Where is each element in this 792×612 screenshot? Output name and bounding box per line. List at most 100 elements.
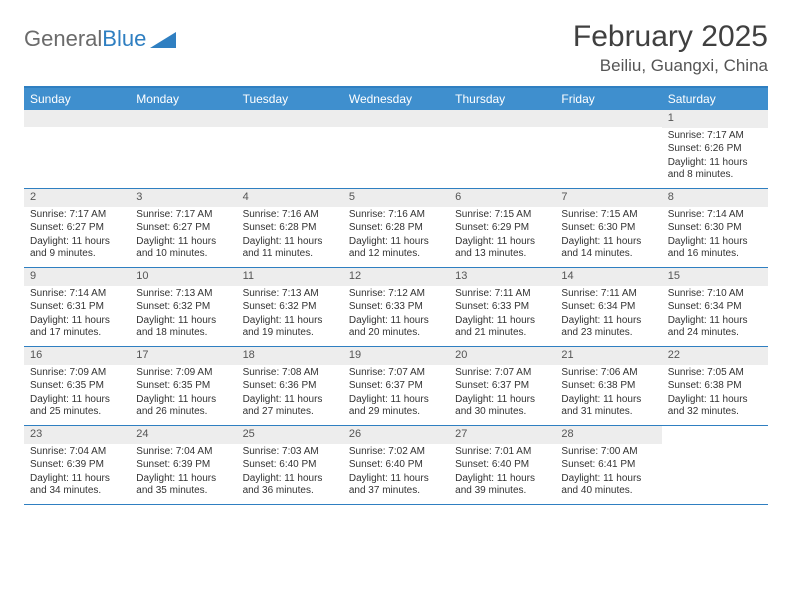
day-detail: Sunrise: 7:11 AMSunset: 6:33 PMDaylight:… (449, 288, 555, 345)
day-cell: 6 Sunrise: 7:15 AMSunset: 6:29 PMDaylight… (449, 189, 555, 267)
week-row: 9Sunrise: 7:14 AMSunset: 6:31 PMDaylight… (24, 268, 768, 347)
sunset-line: Sunset: 6:35 PM (30, 380, 124, 393)
daylight-line: Daylight: 11 hours and 19 minutes. (243, 315, 337, 340)
day-cell: 8Sunrise: 7:14 AMSunset: 6:30 PMDaylight… (662, 189, 768, 267)
day-number: 2 (24, 189, 130, 207)
day-detail: Sunrise: 7:13 AMSunset: 6:32 PMDaylight:… (130, 288, 236, 345)
daylight-line: Daylight: 11 hours and 26 minutes. (136, 394, 230, 419)
sunrise-line: Sunrise: 7:03 AM (243, 446, 337, 459)
day-cell: 16Sunrise: 7:09 AMSunset: 6:35 PMDayligh… (24, 347, 130, 425)
day-detail: Sunrise: 7:04 AMSunset: 6:39 PMDaylight:… (130, 446, 236, 503)
daylight-line: Daylight: 11 hours and 8 minutes. (668, 157, 762, 182)
day-number: 20 (449, 347, 555, 365)
daylight-line: Daylight: 11 hours and 24 minutes. (668, 315, 762, 340)
sunrise-line: Sunrise: 7:17 AM (136, 209, 230, 222)
title-block: February 2025 Beiliu, Guangxi, China (573, 20, 768, 76)
day-detail: Sunrise: 7:04 AMSunset: 6:39 PMDaylight:… (24, 446, 130, 503)
day-number: 6 (449, 189, 555, 207)
day-cell: 5Sunrise: 7:16 AMSunset: 6:28 PMDaylight… (343, 189, 449, 267)
day-cell: 13Sunrise: 7:11 AMSunset: 6:33 PMDayligh… (449, 268, 555, 346)
daylight-line: Daylight: 11 hours and 40 minutes. (561, 473, 655, 498)
day-number: 19 (343, 347, 449, 365)
sunrise-line: Sunrise: 7:15 AM (455, 209, 549, 222)
daylight-line: Daylight: 11 hours and 20 minutes. (349, 315, 443, 340)
day-detail: Sunrise: 7:08 AMSunset: 6:36 PMDaylight:… (237, 367, 343, 424)
daynum-spacer (130, 110, 236, 127)
day-number: 21 (555, 347, 661, 365)
sunset-line: Sunset: 6:37 PM (349, 380, 443, 393)
empty-cell (449, 110, 555, 188)
day-detail: Sunrise: 7:12 AMSunset: 6:33 PMDaylight:… (343, 288, 449, 345)
day-detail: Sunrise: 7:00 AMSunset: 6:41 PMDaylight:… (555, 446, 661, 503)
daylight-line: Daylight: 11 hours and 12 minutes. (349, 236, 443, 261)
day-number: 22 (662, 347, 768, 365)
day-detail: Sunrise: 7:15 AMSunset: 6:29 PMDaylight:… (449, 209, 555, 266)
week-row: 1Sunrise: 7:17 AMSunset: 6:26 PMDaylight… (24, 110, 768, 189)
day-cell: 27Sunrise: 7:01 AMSunset: 6:40 PMDayligh… (449, 426, 555, 504)
day-detail: Sunrise: 7:06 AMSunset: 6:38 PMDaylight:… (555, 367, 661, 424)
day-number: 24 (130, 426, 236, 444)
day-detail: Sunrise: 7:07 AMSunset: 6:37 PMDaylight:… (343, 367, 449, 424)
daylight-line: Daylight: 11 hours and 39 minutes. (455, 473, 549, 498)
sunset-line: Sunset: 6:34 PM (668, 301, 762, 314)
sunrise-line: Sunrise: 7:04 AM (136, 446, 230, 459)
sunrise-line: Sunrise: 7:11 AM (561, 288, 655, 301)
day-cell: 7 Sunrise: 7:15 AMSunset: 6:30 PMDaylight… (555, 189, 661, 267)
day-detail: Sunrise: 7:16 AMSunset: 6:28 PMDaylight:… (237, 209, 343, 266)
day-number: 9 (24, 268, 130, 286)
sunrise-line: Sunrise: 7:07 AM (349, 367, 443, 380)
day-detail: Sunrise: 7:17 AMSunset: 6:27 PMDaylight:… (24, 209, 130, 266)
sunrise-line: Sunrise: 7:15 AM (561, 209, 655, 222)
sunrise-line: Sunrise: 7:14 AM (30, 288, 124, 301)
logo-text-1: General (24, 26, 102, 52)
day-number: 14 (555, 268, 661, 286)
daylight-line: Daylight: 11 hours and 29 minutes. (349, 394, 443, 419)
day-number: 15 (662, 268, 768, 286)
day-cell: 23 Sunrise: 7:04 AMSunset: 6:39 PMDayligh… (24, 426, 130, 504)
day-detail: Sunrise: 7:11 AMSunset: 6:34 PMDaylight:… (555, 288, 661, 345)
daynum-spacer (449, 110, 555, 127)
day-cell: 9Sunrise: 7:14 AMSunset: 6:31 PMDaylight… (24, 268, 130, 346)
sunset-line: Sunset: 6:30 PM (561, 222, 655, 235)
sunset-line: Sunset: 6:40 PM (243, 459, 337, 472)
sunset-line: Sunset: 6:26 PM (668, 143, 762, 156)
daynum-spacer (24, 110, 130, 127)
day-detail: Sunrise: 7:10 AMSunset: 6:34 PMDaylight:… (662, 288, 768, 345)
location-text: Beiliu, Guangxi, China (573, 56, 768, 76)
day-detail: Sunrise: 7:03 AMSunset: 6:40 PMDaylight:… (237, 446, 343, 503)
day-number: 12 (343, 268, 449, 286)
sunset-line: Sunset: 6:38 PM (561, 380, 655, 393)
logo-text-2: Blue (102, 26, 146, 52)
daylight-line: Daylight: 11 hours and 16 minutes. (668, 236, 762, 261)
sunrise-line: Sunrise: 7:09 AM (136, 367, 230, 380)
daylight-line: Daylight: 11 hours and 30 minutes. (455, 394, 549, 419)
daynum-spacer (237, 110, 343, 127)
header: GeneralBlue February 2025 Beiliu, Guangx… (24, 20, 768, 76)
sunrise-line: Sunrise: 7:10 AM (668, 288, 762, 301)
month-title: February 2025 (573, 20, 768, 54)
sunset-line: Sunset: 6:35 PM (136, 380, 230, 393)
sunset-line: Sunset: 6:36 PM (243, 380, 337, 393)
day-number: 23 (24, 426, 130, 444)
day-header-sunday: Sunday (24, 88, 130, 110)
daylight-line: Daylight: 11 hours and 14 minutes. (561, 236, 655, 261)
day-detail: Sunrise: 7:13 AMSunset: 6:32 PMDaylight:… (237, 288, 343, 345)
sunrise-line: Sunrise: 7:01 AM (455, 446, 549, 459)
day-cell: 18Sunrise: 7:08 AMSunset: 6:36 PMDayligh… (237, 347, 343, 425)
daylight-line: Daylight: 11 hours and 21 minutes. (455, 315, 549, 340)
day-cell: 21 Sunrise: 7:06 AMSunset: 6:38 PMDayligh… (555, 347, 661, 425)
day-cell: 19 Sunrise: 7:07 AMSunset: 6:37 PMDayligh… (343, 347, 449, 425)
calendar: SundayMondayTuesdayWednesdayThursdayFrid… (24, 86, 768, 505)
sunrise-line: Sunrise: 7:11 AM (455, 288, 549, 301)
sunrise-line: Sunrise: 7:13 AM (136, 288, 230, 301)
daynum-spacer (343, 110, 449, 127)
day-number: 16 (24, 347, 130, 365)
day-number: 5 (343, 189, 449, 207)
day-header-wednesday: Wednesday (343, 88, 449, 110)
day-cell: 2 Sunrise: 7:17 AMSunset: 6:27 PMDaylight… (24, 189, 130, 267)
day-number: 7 (555, 189, 661, 207)
sunset-line: Sunset: 6:30 PM (668, 222, 762, 235)
day-detail: Sunrise: 7:09 AMSunset: 6:35 PMDaylight:… (130, 367, 236, 424)
week-row: 23Sunrise: 7:04 AMSunset: 6:39 PMDayligh… (24, 426, 768, 505)
day-detail: Sunrise: 7:14 AMSunset: 6:30 PMDaylight:… (662, 209, 768, 266)
